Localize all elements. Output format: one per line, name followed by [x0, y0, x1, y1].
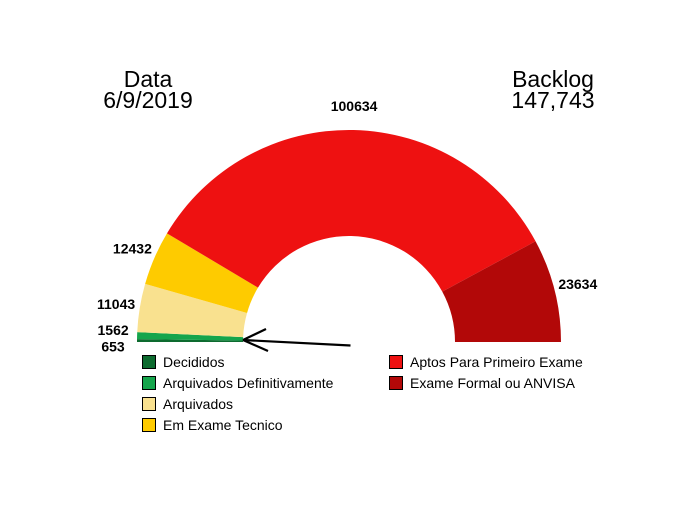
date-label: Data	[123, 66, 173, 92]
gauge-segments	[137, 130, 561, 342]
legend-item-arquivados: Arquivados	[142, 395, 333, 412]
legend-item-decididos: Decididos	[142, 353, 333, 370]
legend-swatch-em-exame-tecnico	[142, 417, 156, 432]
legend-swatch-aptos-para-primeiro-exame	[389, 354, 403, 369]
legend-label-exame-formal-ou-anvisa: Exame Formal ou ANVISA	[410, 374, 575, 391]
value-label-em-exame-tecnico: 12432	[113, 240, 152, 256]
segment-arquivados	[137, 283, 248, 338]
legend-swatch-arquivados-definitivamente	[142, 375, 156, 390]
legend-swatch-exame-formal-ou-anvisa	[389, 375, 403, 390]
legend-item-aptos-para-primeiro-exame: Aptos Para Primeiro Exame	[389, 353, 583, 370]
legend-right-column: Aptos Para Primeiro Exame Exame Formal ou…	[389, 353, 583, 397]
segment-decididos	[137, 339, 244, 342]
legend-item-arquivados-definitivamente: Arquivados Definitivamente	[142, 374, 334, 391]
legend-swatch-decididos	[142, 354, 156, 369]
backlog-value: 147,743	[511, 87, 595, 113]
date-block: Data 6/9/2019	[53, 66, 243, 113]
legend-label-decididos: Decididos	[163, 353, 225, 370]
segment-arquivados-definitivamente	[137, 332, 244, 341]
legend-label-arquivados-definitivamente: Arquivados Definitivamente	[163, 374, 334, 391]
legend-left-column: Decididos Arquivados Definitivamente Arqui…	[142, 353, 334, 439]
value-label-aptos-para-primeiro-exame: 100634	[331, 98, 378, 114]
legend-swatch-arquivados	[142, 396, 156, 411]
backlog-block: Backlog 147,743	[458, 66, 648, 113]
arrow-shaft	[242, 338, 351, 347]
legend-label-aptos-para-primeiro-exame: Aptos Para Primeiro Exame	[410, 353, 583, 370]
legend-item-exame-formal-ou-anvisa: Exame Formal ou ANVISA	[389, 374, 583, 391]
arrow-annotation	[242, 328, 351, 353]
date-value: 6/9/2019	[103, 87, 193, 113]
value-label-exame-formal-ou-anvisa: 23634	[558, 276, 597, 292]
value-label-decididos: 653	[101, 338, 125, 354]
segment-em-exame-tecnico	[145, 233, 258, 313]
arrow-head-upper	[242, 328, 267, 341]
segment-aptos-para-primeiro-exame	[166, 130, 536, 292]
value-label-arquivados: 11043	[97, 296, 135, 312]
segment-exame-formal-ou-anvisa	[442, 241, 561, 342]
backlog-label: Backlog	[512, 66, 594, 92]
legend-item-em-exame-tecnico: Em Exame Tecnico	[142, 416, 333, 433]
legend-label-arquivados: Arquivados	[163, 395, 234, 412]
legend-label-em-exame-tecnico: Em Exame Tecnico	[163, 416, 283, 433]
value-label-arquivados-definitivamente: 1562	[98, 322, 129, 338]
arrow-head-lower	[242, 338, 269, 353]
